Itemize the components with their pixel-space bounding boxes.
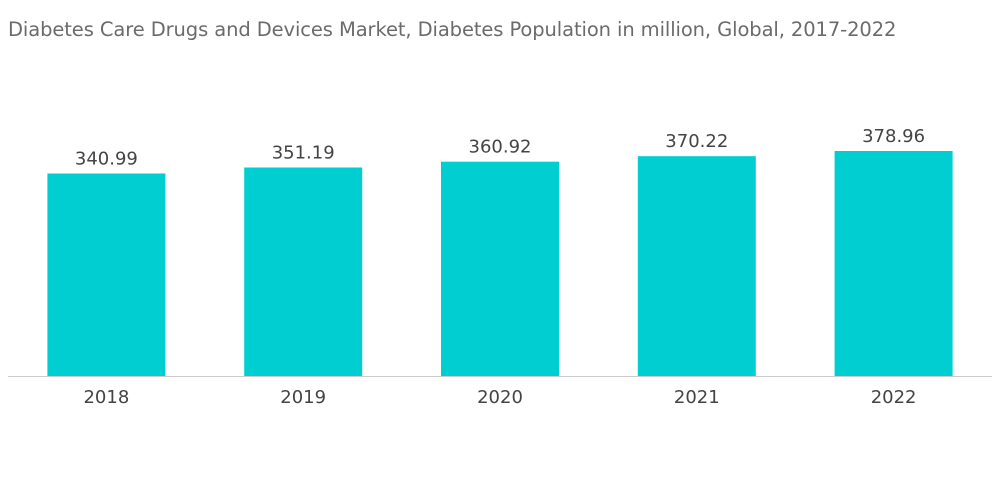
x-tick-label-2020: 2020 [477, 387, 523, 408]
x-tick-label-2021: 2021 [674, 387, 720, 408]
bar-2020 [441, 161, 559, 376]
bar-2022 [834, 151, 953, 376]
bar-2021 [637, 156, 756, 376]
data-label-2021: 370.22 [665, 131, 728, 152]
bar-2018 [47, 173, 166, 376]
data-label-2018: 340.99 [75, 149, 138, 170]
x-tick-label-2022: 2022 [871, 387, 917, 408]
data-label-2019: 351.19 [272, 143, 335, 164]
x-tick-label-2018: 2018 [83, 387, 129, 408]
bar-2019 [244, 167, 363, 376]
data-label-2022: 378.96 [862, 126, 925, 147]
chart-title: Diabetes Care Drugs and Devices Market, … [8, 18, 897, 41]
x-tick-label-2019: 2019 [280, 387, 326, 408]
data-label-2020: 360.92 [469, 137, 532, 158]
